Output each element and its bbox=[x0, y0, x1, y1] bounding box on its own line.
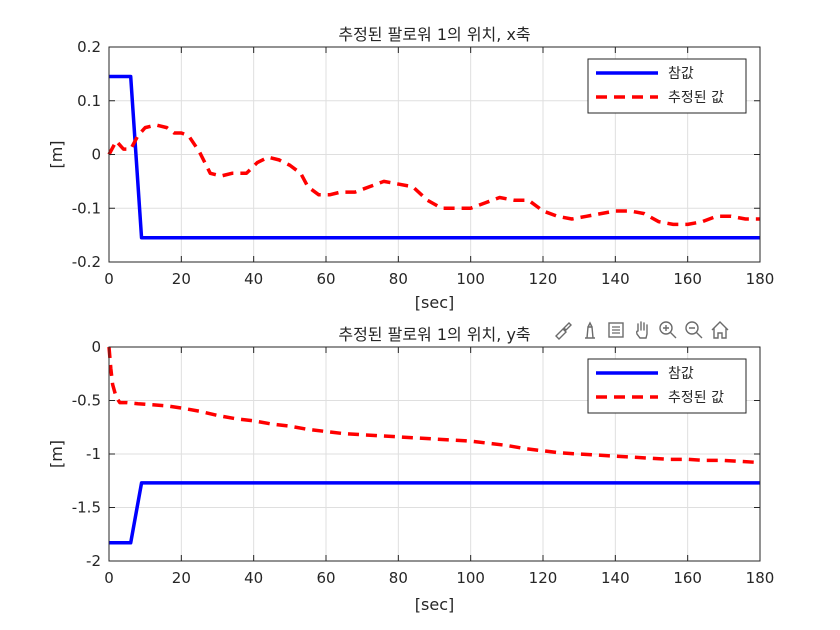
x-tick-label: 20 bbox=[172, 270, 191, 288]
series-line-true-value bbox=[109, 74, 760, 240]
y-tick-label: 0.1 bbox=[77, 92, 101, 110]
legend-label-estimated-value: 추정된 값 bbox=[668, 390, 724, 406]
y-tick-label: -2 bbox=[86, 552, 101, 570]
series-layer-1 bbox=[107, 74, 760, 240]
home-button[interactable] bbox=[708, 318, 732, 342]
pan-button[interactable] bbox=[630, 318, 654, 342]
legend-label-true-value: 참값 bbox=[668, 366, 694, 382]
x-tick-label: 140 bbox=[601, 270, 630, 288]
x-tick-label: 100 bbox=[456, 569, 485, 587]
x-tick-label: 100 bbox=[456, 270, 485, 288]
x-tick-label: 140 bbox=[601, 569, 630, 587]
series-layer-2 bbox=[107, 346, 761, 545]
legend-toggle-button[interactable] bbox=[604, 318, 628, 342]
y-axis-label-2: [m] bbox=[47, 440, 66, 468]
y-tick-label: -0.5 bbox=[72, 392, 101, 410]
home-icon bbox=[711, 321, 729, 339]
y-tick-label: -0.1 bbox=[72, 199, 101, 217]
x-axis-label-2: [sec] bbox=[415, 595, 454, 614]
x-tick-label: 0 bbox=[104, 569, 114, 587]
x-tick-label: 0 bbox=[104, 270, 114, 288]
y-tick-label: -0.2 bbox=[72, 253, 101, 271]
data-tip-icon bbox=[585, 321, 595, 339]
legend-label-estimated-value: 추정된 값 bbox=[668, 90, 724, 106]
series-line-true-value bbox=[109, 481, 760, 545]
subplot-x-position: 0 20 40 60 80 100 120 140 160 180-0.2-0.100.10.2 … bbox=[47, 25, 774, 312]
x-tick-label: 160 bbox=[673, 569, 702, 587]
chart-title-1: 추정된 팔로워 1의 위치, x축 bbox=[338, 25, 530, 44]
ticks-1: 0 20 40 60 80 100 120 140 160 180 -0.2 -0.1 0 0.1 0.2 bbox=[72, 38, 775, 288]
x-tick-label: 180 bbox=[746, 270, 775, 288]
x-tick-label: 40 bbox=[244, 270, 263, 288]
zoom-in-button[interactable] bbox=[656, 318, 680, 342]
x-tick-label: 80 bbox=[389, 270, 408, 288]
x-tick-label: 80 bbox=[389, 569, 408, 587]
zoom-out-icon bbox=[685, 321, 703, 339]
series-line-estimated-value bbox=[107, 346, 761, 465]
x-axis-label-1: [sec] bbox=[415, 293, 454, 312]
x-tick-label: 60 bbox=[316, 569, 335, 587]
y-tick-label: -1.5 bbox=[72, 499, 101, 517]
x-tick-label: 20 bbox=[172, 569, 191, 587]
legend-box bbox=[587, 358, 747, 414]
y-axis-label-1: [m] bbox=[47, 140, 66, 168]
brush-tool-button[interactable] bbox=[552, 318, 576, 342]
y-tick-label: 0 bbox=[91, 146, 101, 164]
brush-icon bbox=[555, 322, 572, 340]
y-tick-label: 0 bbox=[91, 338, 101, 356]
chart-title-2: 추정된 팔로워 1의 위치, y축 bbox=[338, 325, 530, 344]
x-tick-label: 40 bbox=[244, 569, 263, 587]
x-tick-label: 160 bbox=[673, 270, 702, 288]
y-tick-label: -1 bbox=[86, 445, 101, 463]
x-tick-label: 60 bbox=[316, 270, 335, 288]
pan-icon bbox=[635, 321, 648, 339]
legend-label-true-value: 참값 bbox=[668, 66, 694, 82]
data-tip-button[interactable] bbox=[578, 318, 602, 342]
legend-toggle-icon bbox=[608, 322, 624, 338]
x-tick-label: 120 bbox=[529, 270, 558, 288]
subplot-y-position: 0 20 40 60 80 100 120 140 160 180 -2 -1.5 -1 -0.5 0 추정… bbox=[47, 325, 774, 614]
x-tick-label: 120 bbox=[529, 569, 558, 587]
y-tick-label: 0.2 bbox=[77, 38, 101, 56]
zoom-in-icon bbox=[659, 321, 677, 339]
series-line-estimated-value bbox=[107, 123, 760, 227]
axes-toolbar bbox=[552, 316, 732, 344]
legend-box bbox=[587, 58, 747, 114]
x-tick-label: 180 bbox=[746, 569, 775, 587]
ticks-2: 0 20 40 60 80 100 120 140 160 180 -2 -1.5 -1 -0.5 0 bbox=[72, 338, 775, 587]
zoom-out-button[interactable] bbox=[682, 318, 706, 342]
